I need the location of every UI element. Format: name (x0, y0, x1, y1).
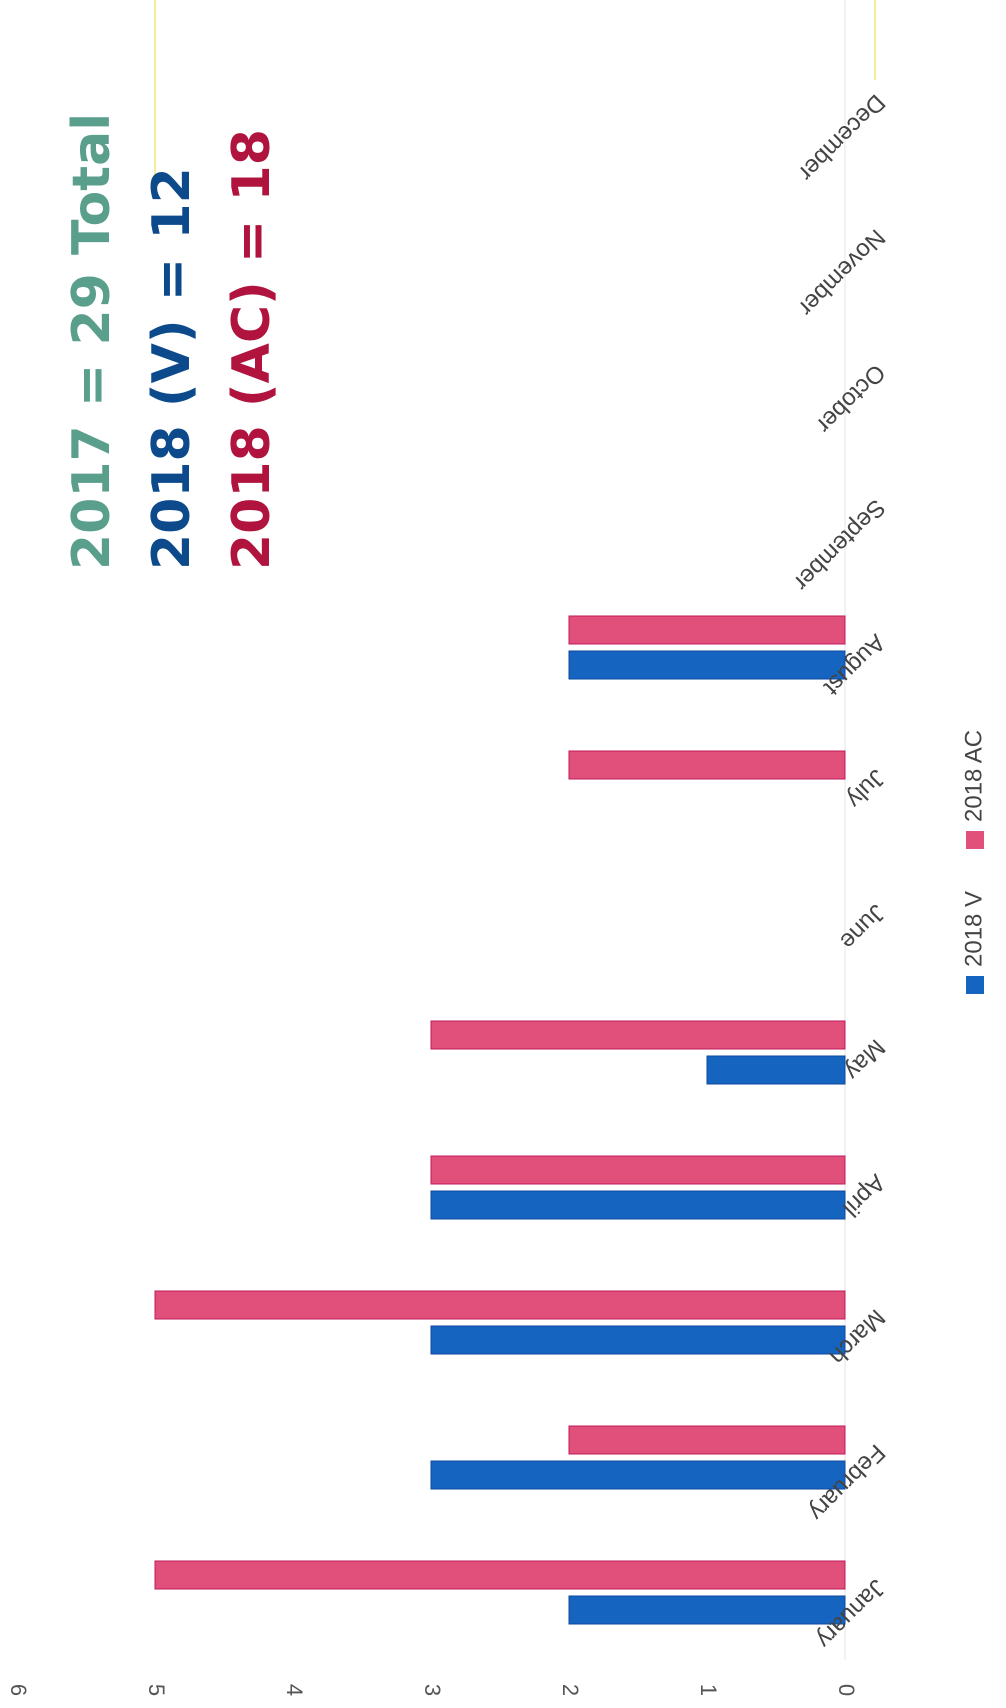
category-label-june: June (834, 899, 890, 955)
y-tick-labels: 0 1 2 3 4 5 6 (6, 1684, 859, 1696)
category-label-november: November (793, 224, 890, 321)
category-label-may: May (839, 1034, 890, 1085)
y-tick-label: 1 (696, 1684, 721, 1696)
legend: 2018 V 2018 AC (960, 730, 987, 994)
category-labels: JanuaryFebruaryMarchAprilMayJuneJulyAugu… (788, 89, 890, 1653)
bar-ac-july (568, 750, 846, 780)
category-label-july: July (841, 764, 890, 813)
bars (154, 615, 846, 1625)
annotation-2: 2018 (V) = 12 (142, 167, 202, 570)
bar-ac-february (568, 1425, 846, 1455)
bar-ac-may (430, 1020, 846, 1050)
annotation-3: 2018 (AC) = 18 (222, 129, 282, 570)
y-tick-label: 2 (558, 1684, 583, 1696)
legend-label-v: 2018 V (960, 891, 987, 967)
legend-swatch-v (966, 976, 984, 994)
bar-ac-august (568, 615, 846, 645)
y-tick-label: 4 (282, 1684, 307, 1696)
category-label-december: December (793, 89, 890, 186)
gridlines (154, 0, 876, 1660)
annotations: 2017 = 29 Total 2018 (V) = 12 2018 (AC) = … (62, 113, 282, 570)
category-label-september: September (788, 494, 890, 596)
bar-v-august (568, 650, 846, 680)
legend-swatch-ac (966, 831, 984, 849)
y-tick-label: 5 (144, 1684, 169, 1696)
category-label-october: October (811, 359, 890, 438)
bar-v-march (430, 1325, 846, 1355)
y-tick-label: 6 (6, 1684, 31, 1696)
bar-v-february (430, 1460, 846, 1490)
bar-ac-march (154, 1290, 846, 1320)
bar-v-may (706, 1055, 846, 1085)
bar-ac-january (154, 1560, 846, 1590)
bar-v-april (430, 1190, 846, 1220)
annotation-1: 2017 = 29 Total (62, 113, 122, 570)
bar-v-january (568, 1595, 846, 1625)
y-tick-label: 3 (420, 1684, 445, 1696)
legend-label-ac: 2018 AC (960, 730, 987, 822)
y-tick-label: 0 (834, 1684, 859, 1696)
bar-ac-april (430, 1155, 846, 1185)
